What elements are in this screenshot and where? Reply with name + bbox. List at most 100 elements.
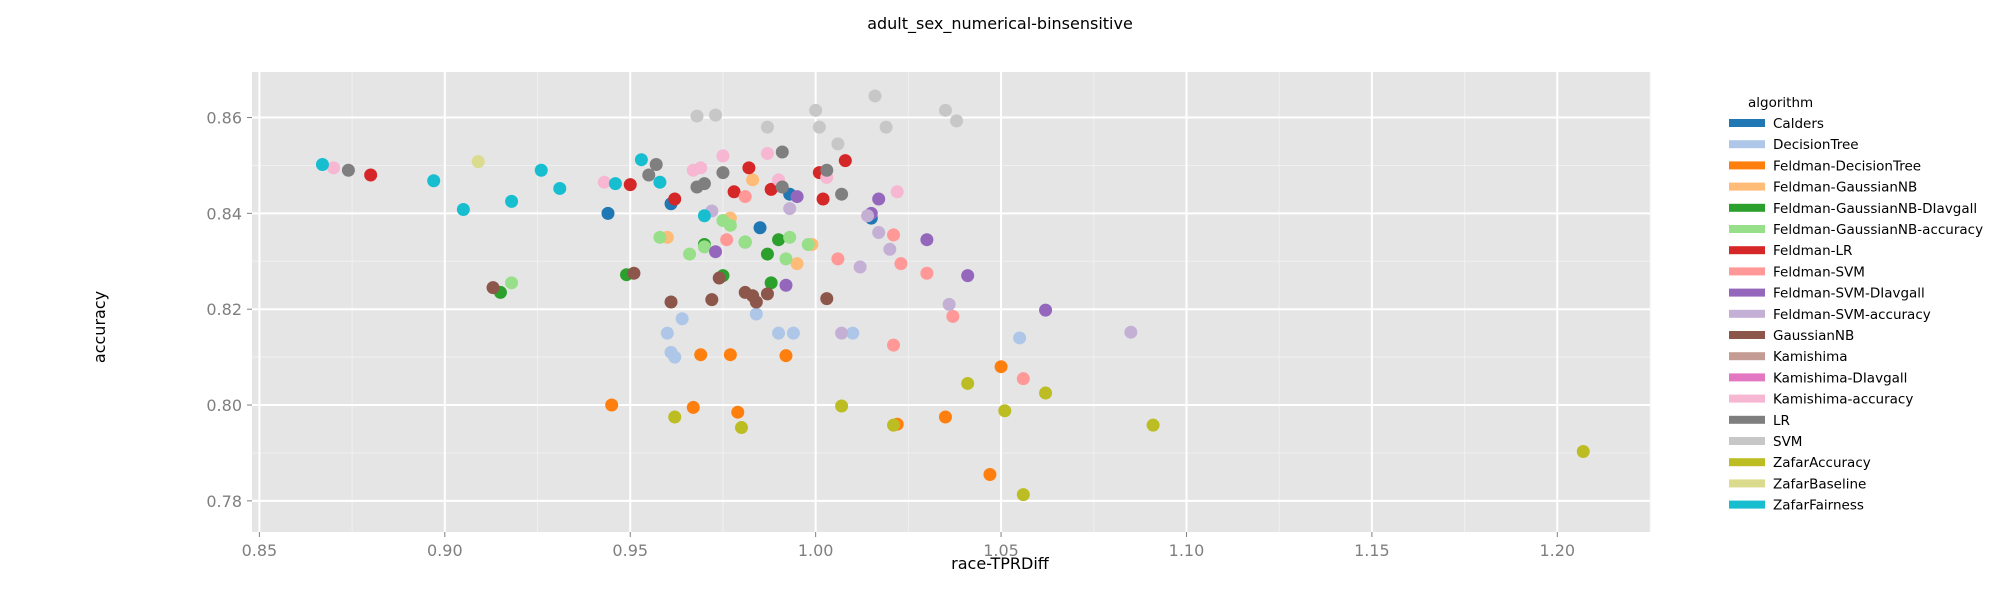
data-point	[664, 295, 678, 309]
x-tick-label: 1.20	[1539, 541, 1575, 560]
data-point	[471, 155, 485, 169]
data-point	[772, 326, 786, 340]
data-point	[597, 175, 611, 189]
data-point	[341, 163, 355, 177]
data-point	[942, 297, 956, 311]
y-tick-label: 0.84	[206, 204, 242, 223]
data-point	[683, 247, 697, 261]
x-tick-label: 1.05	[983, 541, 1019, 560]
x-tick-label: 1.10	[1169, 541, 1205, 560]
legend-swatch	[1729, 331, 1765, 339]
data-point	[716, 166, 730, 180]
data-point	[534, 163, 548, 177]
data-point	[649, 157, 663, 171]
data-point	[760, 146, 774, 160]
data-point	[742, 161, 756, 175]
legend-swatch	[1729, 415, 1765, 424]
legend-label: GaussianNB	[1773, 328, 1854, 344]
data-point	[760, 247, 774, 261]
data-point	[775, 145, 789, 159]
x-tick-label: 0.85	[242, 541, 278, 560]
data-point	[938, 410, 952, 424]
legend-title: algorithm	[1748, 95, 1813, 111]
legend-label: Feldman-LR	[1773, 243, 1852, 259]
data-point	[553, 181, 567, 195]
data-point	[605, 398, 619, 412]
data-point	[364, 168, 378, 182]
data-point	[790, 257, 804, 271]
data-point	[315, 157, 329, 171]
legend-label: Feldman-SVM-accuracy	[1773, 307, 1931, 323]
legend-swatch	[1729, 479, 1765, 488]
data-point	[835, 187, 849, 201]
x-axis-label: race-TPRDiff	[951, 554, 1050, 573]
grid-lines	[252, 72, 1651, 532]
data-point	[1039, 386, 1053, 400]
data-point	[668, 410, 682, 424]
data-point	[760, 120, 774, 134]
data-point	[749, 307, 763, 321]
data-point	[660, 326, 674, 340]
data-point	[653, 230, 667, 244]
data-point	[668, 350, 682, 364]
data-point	[961, 376, 975, 390]
data-point	[831, 137, 845, 151]
data-point	[668, 192, 682, 206]
x-tick-label: 1.00	[798, 541, 834, 560]
legend-label: Kamishima	[1773, 349, 1848, 365]
chart-title: adult_sex_numerical-binsensitive	[867, 14, 1133, 34]
data-point	[853, 260, 867, 274]
x-tick-label: 1.15	[1354, 541, 1390, 560]
data-point	[738, 235, 752, 249]
data-point	[746, 173, 760, 187]
data-point	[720, 233, 734, 247]
data-point	[887, 418, 901, 432]
legend: algorithm Calders DecisionTree Feldman-Dec…	[1729, 95, 1983, 514]
legend-swatch	[1729, 394, 1765, 403]
data-point	[1576, 445, 1590, 458]
data-point	[772, 233, 786, 247]
legend-label: DecisionTree	[1773, 137, 1859, 153]
data-point	[690, 109, 704, 123]
data-point	[883, 242, 897, 256]
data-point	[727, 185, 741, 199]
data-point	[749, 295, 763, 309]
data-point	[738, 190, 752, 204]
legend-swatch	[1729, 267, 1765, 276]
data-point	[950, 114, 964, 128]
data-point	[716, 149, 730, 163]
data-point	[705, 293, 719, 307]
legend-label: Kamishima-DIavgall	[1773, 370, 1907, 386]
legend-swatch	[1729, 203, 1765, 212]
data-point	[790, 190, 804, 204]
data-point	[731, 405, 745, 419]
data-point	[779, 278, 793, 292]
data-point	[920, 266, 934, 280]
legend-label: Feldman-GaussianNB-accuracy	[1773, 222, 1983, 238]
legend-label: SVM	[1773, 434, 1802, 450]
data-point	[760, 287, 774, 301]
y-tick-label: 0.82	[206, 300, 242, 319]
data-point	[456, 203, 470, 217]
data-point	[820, 292, 834, 306]
data-point	[627, 266, 641, 280]
legend-label: Feldman-GaussianNB	[1773, 180, 1917, 196]
y-tick-label: 0.86	[206, 109, 242, 128]
legend-label: Feldman-SVM	[1773, 264, 1865, 280]
data-point	[820, 163, 834, 177]
legend-swatch	[1729, 182, 1765, 191]
legend-swatch	[1729, 500, 1765, 509]
data-point	[783, 202, 797, 216]
data-point	[327, 161, 341, 175]
x-tick-label: 0.90	[427, 541, 463, 560]
data-point	[779, 349, 793, 363]
data-point	[623, 178, 637, 192]
data-point	[890, 185, 904, 199]
data-point	[723, 218, 737, 232]
legend-swatch	[1729, 119, 1765, 127]
legend-label: Feldman-DecisionTree	[1773, 158, 1921, 174]
data-point	[697, 209, 711, 223]
data-points	[315, 89, 1590, 502]
data-point	[675, 312, 689, 326]
